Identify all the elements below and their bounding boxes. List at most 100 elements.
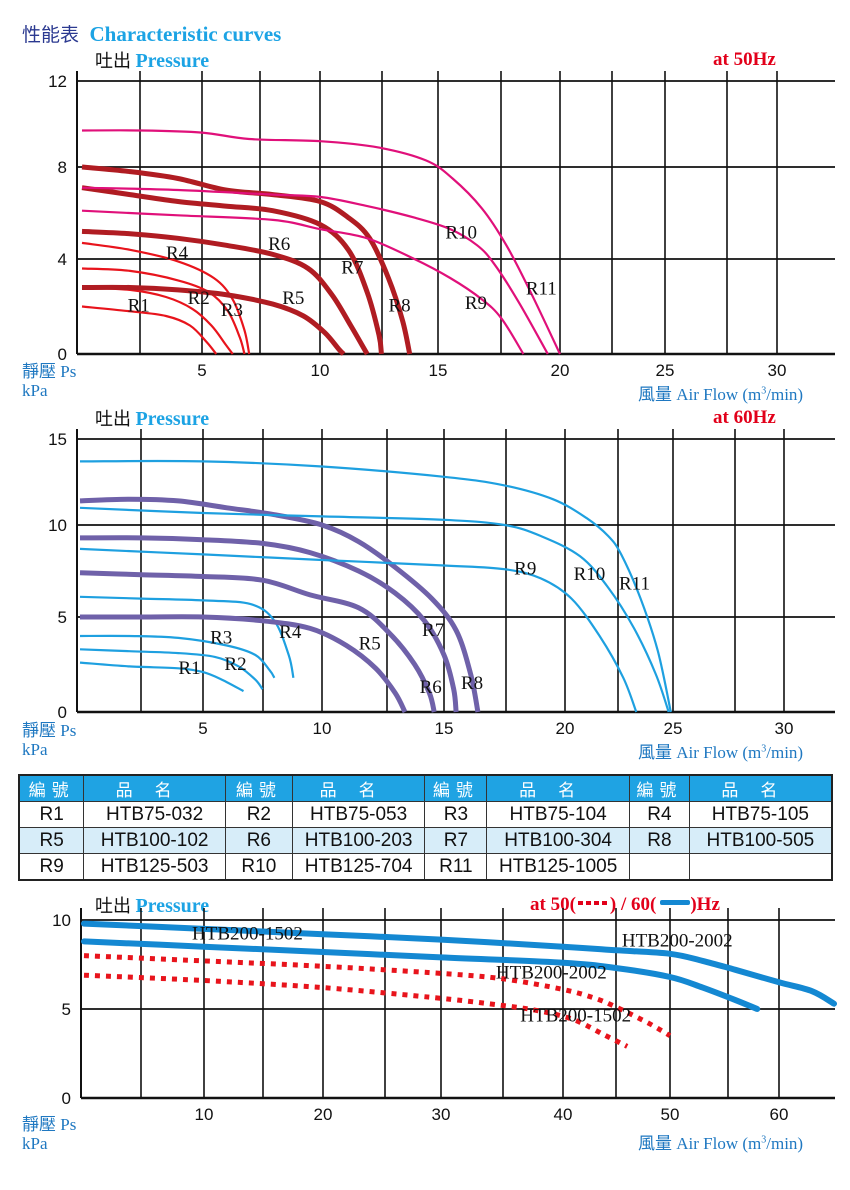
table-cell: R8 bbox=[628, 827, 690, 854]
y-tick-label: 15 bbox=[48, 430, 67, 449]
series-line-r9 bbox=[81, 209, 525, 355]
series-line-r11 bbox=[79, 459, 672, 713]
curve-label-r6: R6 bbox=[268, 234, 290, 255]
series-line-htb200-1502-60hz bbox=[81, 938, 761, 1012]
table-cell: R11 bbox=[424, 853, 488, 881]
curve-label-r2: R2 bbox=[188, 288, 210, 309]
table-cell: HTB100-505 bbox=[688, 827, 833, 854]
curve-label-htb200-2002: HTB200-2002 bbox=[622, 931, 733, 952]
series-line-r6 bbox=[81, 228, 370, 356]
ylabel-static-pressure: 靜壓 Ps bbox=[22, 1115, 77, 1134]
x-tick-label: 5 bbox=[198, 719, 207, 738]
xlabel-sup: 3 bbox=[761, 743, 767, 755]
document-title: 性能表 Characteristic curves bbox=[22, 20, 281, 47]
y-tick-label: 0 bbox=[62, 1089, 71, 1108]
table-cell: R2 bbox=[224, 801, 293, 828]
y-tick-label: 12 bbox=[48, 72, 67, 91]
ylabel-static-pressure: 靜壓 Ps bbox=[22, 362, 77, 381]
xlabel-airflow: 風量 Air Flow (m bbox=[638, 1134, 762, 1153]
chart-htb200: 0 5 10 10 20 30 40 50 60 HTB200-2002 HTB200-1502 HT… bbox=[52, 908, 837, 1120]
x-tick-label: 10 bbox=[195, 1105, 214, 1120]
header-cell: 品名 bbox=[688, 774, 833, 802]
y-tick-label: 5 bbox=[58, 608, 67, 627]
header-cell: 品名 bbox=[486, 774, 630, 802]
xlabel-end: /min) bbox=[766, 1134, 804, 1153]
header-cell: 編號 bbox=[628, 774, 690, 802]
chart3-ylabel: 靜壓 Ps kPa bbox=[22, 1115, 76, 1153]
table-cell: R1 bbox=[18, 801, 85, 828]
curve-label-r7: R7 bbox=[341, 257, 363, 278]
series-line-r5 bbox=[81, 284, 346, 356]
chart2-frequency: at 60Hz bbox=[713, 407, 776, 428]
curve-label-r11: R11 bbox=[619, 573, 650, 594]
table-cell: HTB75-032 bbox=[83, 801, 226, 828]
curve-label-r7: R7 bbox=[422, 620, 444, 641]
x-tick-label: 60 bbox=[770, 1105, 789, 1120]
chart3-pressure-label: 吐出 Pressure bbox=[95, 892, 209, 918]
chart2-ylabel: 靜壓 Ps kPa bbox=[22, 721, 76, 759]
table-cell: R7 bbox=[424, 827, 488, 854]
chart1-xlabel: 風量 Air Flow (m3/min) bbox=[638, 380, 803, 405]
ylabel-unit: kPa bbox=[22, 740, 48, 759]
x-tick-label: 20 bbox=[314, 1105, 333, 1120]
curve-label-r4: R4 bbox=[279, 622, 302, 643]
series-line-r4 bbox=[81, 241, 251, 355]
legend-50hz-text: at 50( bbox=[530, 894, 576, 915]
x-tick-label: 20 bbox=[551, 361, 570, 380]
curve-label-r8: R8 bbox=[388, 295, 410, 316]
x-tick-label: 40 bbox=[554, 1105, 573, 1120]
x-tick-label: 30 bbox=[768, 361, 787, 380]
table-cell: R4 bbox=[628, 801, 690, 828]
table-cell: HTB75-053 bbox=[291, 801, 426, 828]
title-en: Characteristic curves bbox=[89, 22, 282, 46]
table-row: R9 HTB125-503 R10 HTB125-704 R11 HTB125-… bbox=[18, 853, 833, 881]
pressure-en: Pressure bbox=[135, 408, 210, 430]
header-cell: 編號 bbox=[18, 774, 85, 802]
table-row: R5 HTB100-102 R6 HTB100-203 R7 HTB100-30… bbox=[18, 827, 833, 854]
pressure-cn: 吐出 bbox=[95, 51, 131, 72]
legend-solid-line-icon bbox=[660, 900, 691, 905]
series-line-r6 bbox=[79, 570, 437, 713]
curve-label-htb200-1502: HTB200-1502 bbox=[520, 1005, 631, 1026]
y-tick-label: 8 bbox=[58, 158, 67, 177]
table-cell bbox=[688, 853, 833, 881]
ylabel-static-pressure: 靜壓 Ps bbox=[22, 721, 77, 740]
xlabel-airflow: 風量 Air Flow (m bbox=[638, 743, 762, 762]
chart3-xlabel: 風量 Air Flow (m3/min) bbox=[638, 1129, 803, 1154]
curve-label-r2: R2 bbox=[224, 654, 246, 675]
series-line-r10 bbox=[81, 186, 549, 355]
legend-hz-text: )Hz bbox=[690, 894, 720, 915]
series-line-r9 bbox=[79, 547, 638, 713]
xlabel-sup: 3 bbox=[761, 385, 767, 397]
series-line-r7 bbox=[79, 535, 459, 713]
curve-label-r10: R10 bbox=[574, 564, 606, 585]
curve-label-r10: R10 bbox=[445, 222, 477, 243]
curve-label-r8: R8 bbox=[461, 673, 483, 694]
curve-label-r1: R1 bbox=[128, 295, 150, 316]
table-row: R1 HTB75-032 R2 HTB75-053 R3 HTB75-104 R… bbox=[18, 801, 833, 828]
chart2-pressure-label: 吐出 Pressure bbox=[95, 405, 209, 431]
x-tick-label: 25 bbox=[664, 719, 683, 738]
series-line-r2 bbox=[81, 286, 234, 355]
pressure-cn: 吐出 bbox=[95, 896, 131, 917]
chart1-frequency: at 50Hz bbox=[713, 49, 776, 70]
curve-label-r6: R6 bbox=[420, 677, 442, 698]
table-cell bbox=[628, 853, 690, 881]
curve-label-r5: R5 bbox=[359, 633, 381, 654]
x-tick-label: 50 bbox=[661, 1105, 680, 1120]
curve-label-htb200-1502: HTB200-1502 bbox=[192, 924, 303, 945]
header-cell: 品名 bbox=[83, 774, 226, 802]
table-cell: R3 bbox=[424, 801, 488, 828]
y-tick-label: 0 bbox=[58, 703, 67, 722]
header-cell: 品名 bbox=[291, 774, 426, 802]
series-line-htb200-2002-50hz bbox=[83, 953, 672, 1038]
table-cell: R6 bbox=[224, 827, 293, 854]
xlabel-sup: 3 bbox=[761, 1134, 767, 1146]
table-cell: R5 bbox=[18, 827, 85, 854]
chart2-xlabel: 風量 Air Flow (m3/min) bbox=[638, 738, 803, 763]
curve-label-r4: R4 bbox=[166, 243, 189, 264]
series-line-r1 bbox=[81, 305, 218, 355]
y-tick-label: 4 bbox=[58, 250, 67, 269]
series-line-r2 bbox=[79, 648, 264, 690]
curve-label-r9: R9 bbox=[514, 559, 536, 580]
